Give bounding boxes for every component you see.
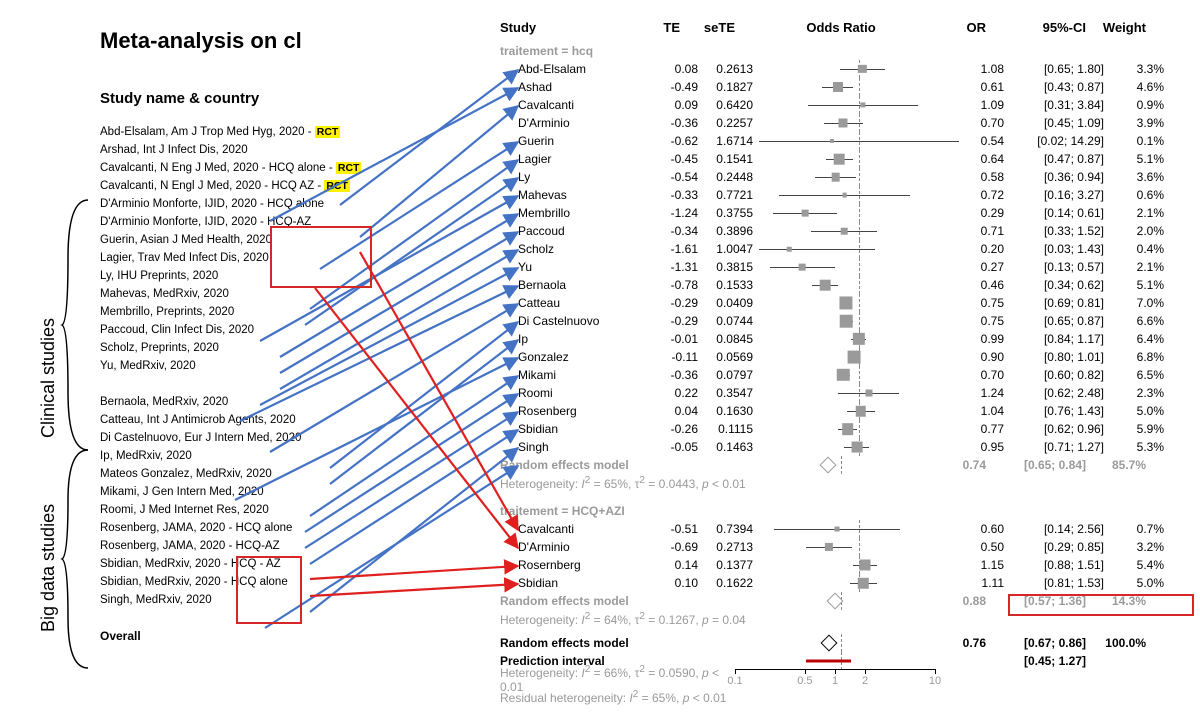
left-study-item: Mateos Gonzalez, MedRxiv, 2020 <box>100 465 460 483</box>
red-highlight-box <box>236 556 302 624</box>
left-study-item: Membrillo, Preprints, 2020 <box>100 303 460 321</box>
forest-row: Rosenberg0.040.16301.04[0.76; 1.43]5.0% <box>500 402 1180 420</box>
overall-label: Overall <box>100 629 460 643</box>
forest-row: D'Arminio-0.360.22570.70[0.45; 1.09]3.9% <box>500 114 1180 132</box>
forest-row: Mahevas-0.330.77210.72[0.16; 3.27]0.6% <box>500 186 1180 204</box>
left-study-item: Rosenberg, JAMA, 2020 - HCQ alone <box>100 519 460 537</box>
forest-row: Ip-0.010.08450.99[0.84; 1.17]6.4% <box>500 330 1180 348</box>
left-study-item: D'Arminio Monforte, IJID, 2020 - HCQ alo… <box>100 195 460 213</box>
heterogeneity-row: Heterogeneity: I2 = 65%, τ2 = 0.0443, p … <box>500 474 1180 492</box>
left-study-item: Di Castelnuovo, Eur J Intern Med, 2020 <box>100 429 460 447</box>
left-study-item: Arshad, Int J Infect Dis, 2020 <box>100 141 460 159</box>
left-study-item: Catteau, Int J Antimicrob Agents, 2020 <box>100 411 460 429</box>
forest-row: Singh-0.050.14630.95[0.71; 1.27]5.3% <box>500 438 1180 456</box>
forest-row: Paccoud-0.340.38960.71[0.33; 1.52]2.0% <box>500 222 1180 240</box>
overall-random-row: Random effects model0.76[0.67; 0.86]100.… <box>500 634 1180 652</box>
red-highlight-box <box>270 226 372 288</box>
left-study-item: Cavalcanti, N Eng J Med, 2020 - HCQ alon… <box>100 159 460 177</box>
forest-row: Gonzalez-0.110.05690.90[0.80; 1.01]6.8% <box>500 348 1180 366</box>
forest-row: Cavalcanti-0.510.73940.60[0.14; 2.56]0.7… <box>500 520 1180 538</box>
brace-bigdata <box>60 448 96 670</box>
forest-row: Ly-0.540.24480.58[0.36; 0.94]3.6% <box>500 168 1180 186</box>
left-study-item: Bernaola, MedRxiv, 2020 <box>100 393 460 411</box>
forest-row: Ashad-0.490.18270.61[0.43; 0.87]4.6% <box>500 78 1180 96</box>
forest-row: Bernaola-0.780.15330.46[0.34; 0.62]5.1% <box>500 276 1180 294</box>
forest-row: Di Castelnuovo-0.290.07440.75[0.65; 0.87… <box>500 312 1180 330</box>
forest-row: Rosernberg0.140.13771.15[0.88; 1.51]5.4% <box>500 556 1180 574</box>
left-study-item: Mikami, J Gen Intern Med, 2020 <box>100 483 460 501</box>
left-study-item: Cavalcanti, N Engl J Med, 2020 - HCQ AZ … <box>100 177 460 195</box>
forest-row: Sbidian0.100.16221.11[0.81; 1.53]5.0% <box>500 574 1180 592</box>
group-header: traitement = HCQ+AZI <box>500 502 1180 520</box>
forest-row: D'Arminio-0.690.27130.50[0.29; 0.85]3.2% <box>500 538 1180 556</box>
red-highlight-box <box>1008 594 1194 616</box>
left-study-item: Paccoud, Clin Infect Dis, 2020 <box>100 321 460 339</box>
forest-row: Abd-Elsalam0.080.26131.08[0.65; 1.80]3.3… <box>500 60 1180 78</box>
overall-het-row: Heterogeneity: I2 = 66%, τ2 = 0.0590, p … <box>500 670 1180 688</box>
left-study-item: Abd-Elsalam, Am J Trop Med Hyg, 2020 - R… <box>100 123 460 141</box>
group-label-clinical: Clinical studies <box>38 318 59 438</box>
random-effects-row: Random effects model0.74[0.65; 0.84]85.7… <box>500 456 1180 474</box>
left-study-item: Roomi, J Med Internet Res, 2020 <box>100 501 460 519</box>
left-study-item: Rosenberg, JAMA, 2020 - HCQ-AZ <box>100 537 460 555</box>
forest-row: Cavalcanti0.090.64201.09[0.31; 3.84]0.9% <box>500 96 1180 114</box>
forest-row: Membrillo-1.240.37550.29[0.14; 0.61]2.1% <box>500 204 1180 222</box>
forest-row: Roomi0.220.35471.24[0.62; 2.48]2.3% <box>500 384 1180 402</box>
brace-clinical <box>60 198 96 452</box>
left-study-item: Ip, MedRxiv, 2020 <box>100 447 460 465</box>
forest-row: Mikami-0.360.07970.70[0.60; 0.82]6.5% <box>500 366 1180 384</box>
forest-row: Sbidian-0.260.11150.77[0.62; 0.96]5.9% <box>500 420 1180 438</box>
left-study-item: Yu, MedRxiv, 2020 <box>100 357 460 375</box>
forest-row: Catteau-0.290.04090.75[0.69; 0.81]7.0% <box>500 294 1180 312</box>
left-study-item: Scholz, Preprints, 2020 <box>100 339 460 357</box>
forest-row: Lagier-0.450.15410.64[0.47; 0.87]5.1% <box>500 150 1180 168</box>
page-title: Meta-analysis on cl <box>100 28 460 54</box>
forest-row: Scholz-1.611.00470.20[0.03; 1.43]0.4% <box>500 240 1180 258</box>
forest-row: Guerin-0.621.67140.54[0.02; 14.29]0.1% <box>500 132 1180 150</box>
subtitle: Study name & country <box>100 90 460 107</box>
forest-header: Study TE seTE Odds Ratio OR 95%-CI Weigh… <box>500 20 1180 38</box>
group-header: traitement = hcq <box>500 42 1180 60</box>
group-label-bigdata: Big data studies <box>38 504 59 632</box>
forest-row: Yu-1.310.38150.27[0.13; 0.57]2.1% <box>500 258 1180 276</box>
